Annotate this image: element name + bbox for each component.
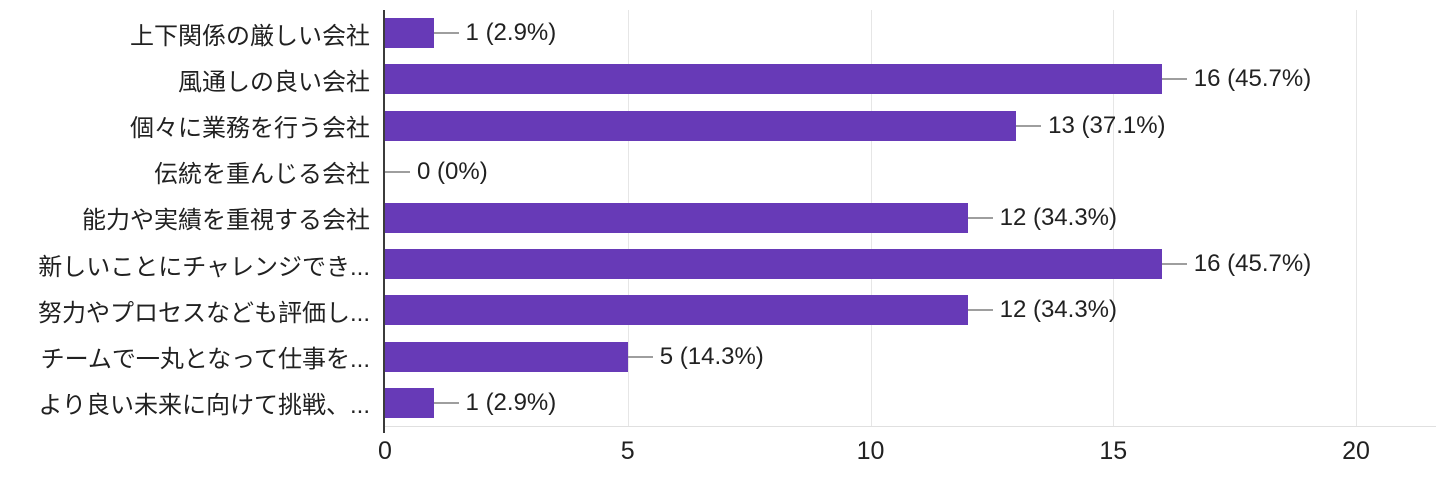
category-label: 新しいことにチャレンジでき... [38,253,370,281]
category-label: 能力や実績を重視する会社 [82,207,370,235]
category-label: 風通しの良い会社 [178,68,370,96]
x-axis-baseline [385,426,1436,427]
category-label: より良い未来に向けて挑戦、... [38,392,370,420]
plot-area: 1 (2.9%) 16 (45.7%) 13 (37.1%) 0 (0%) 12 (34… [383,10,1436,433]
category-axis-labels: 上下関係の厳しい会社風通しの良い会社個々に業務を行う会社伝統を重んじる会社能力や… [0,10,377,426]
gridline [1356,10,1357,426]
x-tick-label: 5 [620,437,635,465]
value-label: 0 (0%) [417,157,488,185]
bar-row: 5 (14.3%) [385,334,1356,380]
value-label: 13 (37.1%) [1048,111,1166,139]
value-connector-line [1161,263,1187,266]
value-connector-line [433,32,459,35]
bar[interactable] [385,387,434,418]
value-connector-line [967,216,993,219]
category-label: チームで一丸となって仕事を... [40,346,370,374]
x-axis-tick-labels: 0 5 10 15 20 [0,437,1440,469]
bar[interactable] [385,18,434,49]
bar-rows: 1 (2.9%) 16 (45.7%) 13 (37.1%) 0 (0%) 12 (34… [385,10,1356,426]
value-label: 1 (2.9%) [465,388,557,416]
value-label: 1 (2.9%) [465,19,557,47]
bar[interactable] [385,64,1162,95]
value-label: 16 (45.7%) [1193,65,1312,93]
bar-row: 16 (45.7%) [385,56,1356,102]
x-tick-label: 10 [856,437,885,465]
bar-row: 13 (37.1%) [385,102,1356,148]
x-tick-label: 15 [1099,437,1128,465]
x-tick-label: 0 [378,437,392,465]
y-axis-line [383,10,385,433]
value-label: 12 (34.3%) [999,203,1117,231]
value-connector-line [385,170,410,173]
bar-row: 16 (45.7%) [385,241,1356,287]
gridline [1113,10,1115,426]
bar-row: 0 (0%) [385,149,1356,195]
value-connector-line [1016,124,1042,127]
bar-row: 1 (2.9%) [385,10,1356,56]
bar[interactable] [385,295,968,326]
value-connector-line [1161,78,1187,81]
bar[interactable] [385,202,968,233]
value-label: 16 (45.7%) [1193,250,1312,278]
bar-row: 12 (34.3%) [385,195,1356,241]
value-connector-line [967,309,993,312]
bar-row: 1 (2.9%) [385,380,1356,426]
value-label: 5 (14.3%) [659,342,764,370]
bar[interactable] [385,249,1162,280]
bar-row: 12 (34.3%) [385,287,1356,333]
bar[interactable] [385,110,1017,141]
category-label: 伝統を重んじる会社 [154,161,370,189]
value-connector-line [627,355,653,358]
x-tick-label: 20 [1342,437,1370,465]
category-label: 努力やプロセスなども評価し... [37,299,370,327]
value-connector-line [433,401,459,404]
category-label: 個々に業務を行う会社 [130,115,370,143]
bar[interactable] [385,341,628,372]
category-label: 上下関係の厳しい会社 [130,22,370,50]
value-label: 12 (34.3%) [999,296,1117,324]
